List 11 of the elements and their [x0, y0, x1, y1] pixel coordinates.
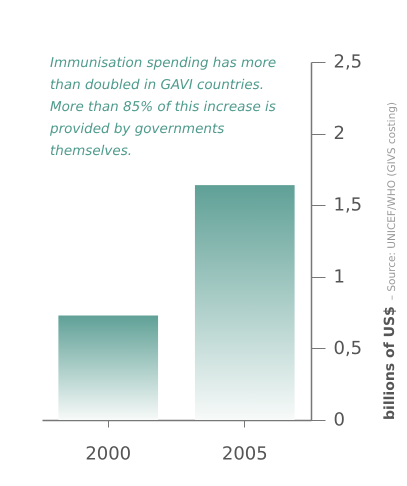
y-tick-label: 0: [334, 410, 345, 430]
y-tick-label: 1: [334, 266, 345, 288]
x-tick-label: 2005: [222, 444, 268, 464]
y-axis-title: billions of US$: [382, 306, 398, 420]
text: – Source: UNICEF/WHO (GIVS costing): [386, 102, 398, 300]
annotation: Immunisation spending has more than doubled in GAVI countries. More than 85% of this increase is provided by governments themselves.: [49, 55, 276, 159]
y-tick-label: 2,5: [334, 52, 362, 72]
x-tick-label: 2000: [85, 444, 132, 464]
y-tick-label: 0,5: [334, 338, 362, 359]
y-tick-label: 1,5: [334, 194, 362, 216]
y-tick-label: 2: [334, 123, 345, 144]
